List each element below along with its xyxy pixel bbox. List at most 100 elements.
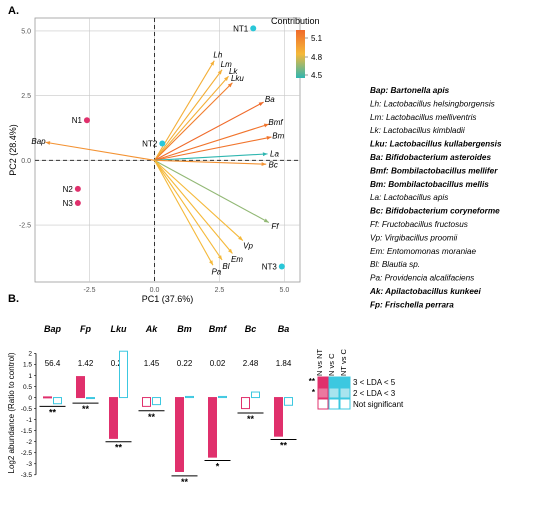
- species-separator: :: [385, 86, 390, 95]
- bar-y-tick-label: -1.5: [21, 428, 33, 435]
- lda-swatch: [328, 387, 340, 399]
- pca-y-tick-label: 5.0: [21, 28, 31, 35]
- loading-label-vp: Vp: [243, 241, 253, 250]
- loading-label-bl: Bl: [222, 262, 229, 271]
- species-entry-bap: Bap: Bartonella apis: [370, 86, 450, 95]
- lda-row-marker: *: [312, 388, 316, 397]
- species-abbr: Lm: [370, 113, 382, 122]
- bar-n-bap: [43, 396, 52, 399]
- species-entry-lk: Lk: Lactobacillus kimbladii: [370, 126, 465, 135]
- species-abbr: Pa: [370, 274, 380, 283]
- loading-label-bap: Bap: [31, 137, 46, 146]
- loading-arrow-ba: [154, 101, 264, 161]
- loading-arrowhead-vp: [238, 236, 243, 241]
- loading-arrowhead-ff: [263, 218, 269, 223]
- loading-arrow-bap: [45, 141, 155, 161]
- sample-label-n3: N3: [63, 199, 74, 208]
- lda-column-header: N vs NT: [315, 349, 324, 377]
- pca-y-axis-label: PC2 (28.4%): [8, 124, 18, 176]
- species-legend: Bap: Bartonella apis Lh: Lactobacillus he…: [369, 86, 502, 309]
- loading-label-lk: Lk: [229, 67, 238, 76]
- species-separator: :: [380, 153, 385, 162]
- bar-n-fp: [76, 376, 85, 399]
- species-separator: :: [385, 140, 390, 149]
- panel-b-label: B.: [8, 293, 19, 305]
- lda-swatch: [339, 376, 351, 388]
- bar-y-tick-label: -3: [26, 461, 32, 468]
- species-name: Entomomonas moraniae: [387, 247, 477, 256]
- sample-point-n2: [74, 185, 81, 192]
- species-entry-ak: Ak: Apilactobacillus kunkeei: [369, 287, 481, 296]
- bar-nt-fp: [86, 397, 95, 400]
- loading-label-bm: Bm: [272, 132, 284, 141]
- pca-x-tick-label: 0.0: [150, 287, 160, 294]
- loading-arrow-pa: [154, 160, 214, 266]
- significance-stars-lku: **: [115, 443, 123, 453]
- species-name: Bombilactobacillus mellifer: [391, 166, 498, 175]
- lda-swatch: [317, 376, 329, 388]
- lda-swatch: [317, 387, 329, 399]
- species-entry-lm: Lm: Lactobacillus melliventris: [370, 113, 477, 122]
- loading-arrowhead-bm: [266, 136, 272, 140]
- bar-n-bc: [241, 397, 250, 410]
- loading-arrowhead-bc: [261, 162, 267, 167]
- pca-x-tick-label: -2.5: [84, 287, 96, 294]
- bar-n-bmf: [208, 397, 217, 458]
- loading-arrowhead-pa: [209, 260, 213, 266]
- top-value-fp: 1.42: [78, 359, 94, 368]
- species-name: Blautia sp.: [382, 260, 420, 269]
- lda-swatch: [339, 398, 351, 410]
- bar-nt-lku: [119, 350, 128, 399]
- significance-stars-bm: **: [181, 477, 189, 487]
- significance-stars-ba: **: [280, 440, 288, 450]
- species-separator: :: [380, 274, 385, 283]
- species-separator: :: [380, 287, 385, 296]
- loading-label-lm: Lm: [221, 60, 232, 69]
- loading-arrow-em: [154, 160, 233, 254]
- contribution-tick-label: 5.1: [311, 34, 323, 43]
- species-name: Virgibacillus proomii: [385, 233, 458, 242]
- top-value-ak: 1.45: [144, 359, 160, 368]
- sample-point-nt1: [250, 25, 257, 32]
- loading-arrowhead-bap: [45, 141, 51, 145]
- bar-y-tick-label: -2.5: [21, 450, 33, 457]
- sample-label-nt1: NT1: [233, 24, 249, 33]
- lda-column-header: N vs C: [327, 353, 336, 376]
- species-entry-fp: Fp: Frischella perrara: [370, 300, 454, 309]
- category-label-bmf: Bmf: [209, 324, 228, 334]
- species-abbr: Bl: [370, 260, 377, 269]
- species-abbr: Bap: [370, 86, 385, 95]
- species-separator: :: [380, 233, 385, 242]
- loading-label-la: La: [270, 149, 279, 158]
- contribution-legend-title: Contribution: [271, 16, 320, 26]
- species-separator: :: [386, 166, 391, 175]
- category-label-ba: Ba: [278, 324, 290, 334]
- species-separator: :: [382, 247, 387, 256]
- top-value-bmf: 0.02: [210, 359, 226, 368]
- sample-label-nt2: NT2: [142, 140, 158, 149]
- pca-biplot: -2.5 0.0 2.5 5.0 5.0 2.5 0.0 -2.5 PC1 (37.6%) PC2…: [8, 16, 323, 304]
- species-entry-vp: Vp: Virgibacillus proomii: [370, 233, 457, 242]
- sample-point-n3: [74, 200, 81, 207]
- bar-y-tick-label: 1: [28, 373, 32, 380]
- pca-y-tick-label: 2.5: [21, 93, 31, 100]
- species-separator: :: [379, 99, 384, 108]
- loading-label-ff: Ff: [271, 222, 279, 231]
- species-entry-lh: Lh: Lactobacillus helsingborgensis: [370, 99, 495, 108]
- category-label-bap: Bap: [44, 324, 62, 334]
- lda-row-label: Not significant: [353, 400, 404, 409]
- pca-plot-frame: [34, 17, 301, 283]
- species-entry-ff: Ff: Fructobacillus fructosus: [370, 220, 468, 229]
- panel-a-label: A.: [8, 5, 19, 17]
- lda-swatch: [328, 398, 340, 410]
- sample-point-nt3: [278, 263, 285, 270]
- pca-x-tick-label: 5.0: [280, 287, 290, 294]
- loading-arrow-bc: [154, 159, 267, 165]
- bar-nt-bmf: [218, 395, 227, 399]
- loading-label-pa: Pa: [211, 267, 221, 276]
- lda-swatch: [328, 376, 340, 388]
- species-name: Bifidobacterium coryneforme: [385, 207, 500, 216]
- species-name: Bartonella apis: [390, 86, 449, 95]
- lda-row-marker: **: [309, 377, 316, 386]
